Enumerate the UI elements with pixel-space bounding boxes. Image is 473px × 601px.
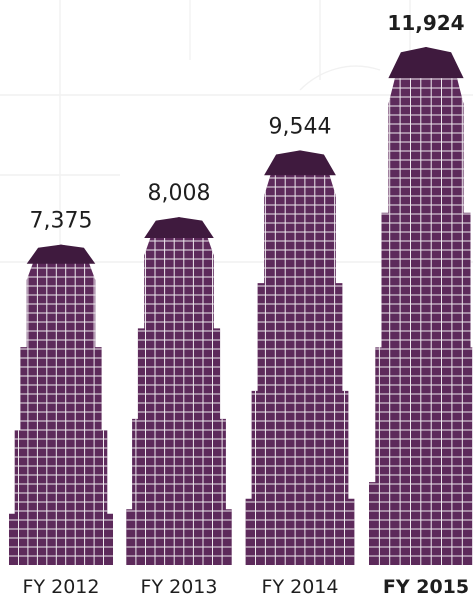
bar-body xyxy=(9,244,113,565)
value-label: 11,924 xyxy=(387,11,464,35)
value-labels-group: 7,375 8,008 9,544 11,924 xyxy=(30,11,465,234)
bar-crown xyxy=(26,244,96,264)
category-label: FY 2014 xyxy=(262,576,339,598)
category-label: FY 2012 xyxy=(23,576,100,598)
category-label: FY 2015 xyxy=(383,576,469,598)
background-grid-line-6 xyxy=(299,65,381,91)
bar-fy-2015 xyxy=(369,47,473,565)
value-label: 9,544 xyxy=(269,114,332,139)
value-label: 8,008 xyxy=(148,181,211,206)
bar-crown xyxy=(388,47,464,79)
bar-fy-2014 xyxy=(245,150,355,565)
category-labels-group: FY 2012 FY 2013 FY 2014 FY 2015 xyxy=(23,576,470,598)
bars-group xyxy=(9,47,473,565)
bar-crown xyxy=(264,150,336,176)
bar-crown xyxy=(144,217,214,238)
bar-body xyxy=(126,217,232,565)
bar-fy-2012 xyxy=(9,244,113,565)
category-label: FY 2013 xyxy=(141,576,218,598)
bar-fy-2013 xyxy=(126,217,232,565)
bar-window-grid xyxy=(369,47,473,565)
value-label: 7,375 xyxy=(30,209,93,234)
